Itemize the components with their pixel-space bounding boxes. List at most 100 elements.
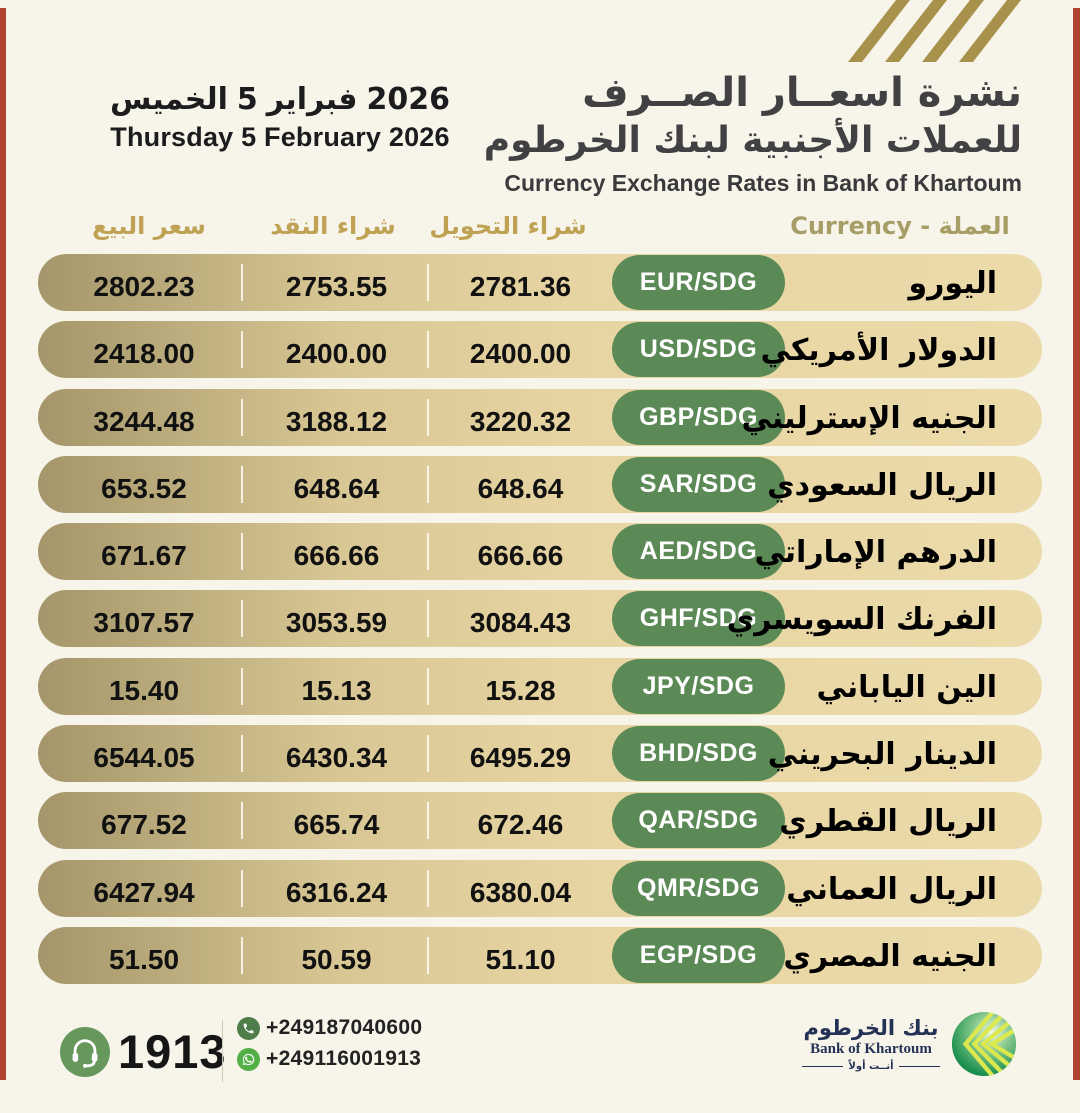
cash-buy-value: 665.74 [293,809,380,841]
column-divider [427,735,429,773]
support-number: 1913 [118,1025,227,1078]
left-red-strip [0,8,6,1080]
title-block: نشرة اسعــار الصــرف للعملات الأجنبية لب… [422,70,1022,197]
date-block: الخميس 5 فبراير 2026 Thursday 5 February… [60,82,500,153]
column-divider [241,667,243,705]
table-row: 51.50 50.59 51.10 EGP/SDG الجنيه المصري [38,926,1042,984]
column-divider [427,936,429,974]
phone-number: +249187040600 [266,1016,423,1039]
phone-icon [237,1016,260,1040]
date-arabic-weekday: الخميس [109,82,228,117]
cash-buy-value: 666.66 [293,540,380,572]
column-divider [427,600,429,638]
cash-buy-value: 648.64 [293,472,380,504]
currency-name-arabic: الدولار الأمريكي [760,333,998,369]
transfer-buy-value: 648.64 [477,472,564,504]
whatsapp-icon [237,1047,260,1071]
date-english: Thursday 5 February 2026 [110,122,450,152]
currency-code-badge: SAR/SDG [612,456,785,512]
column-divider [241,533,243,571]
sell-price-value: 671.67 [101,540,187,572]
currency-name-arabic: الريال القطري [779,804,997,840]
table-row: 2418.00 2400.00 2400.00 USD/SDG الدولار … [38,321,1042,379]
cash-buy-value: 3188.12 [285,405,388,437]
currency-code-badge: BHD/SDG [612,726,785,782]
transfer-buy-value: 15.28 [485,674,556,706]
transfer-buy-value: 3084.43 [469,607,572,639]
currency-name-arabic: الريال العماني [786,871,997,907]
transfer-buy-value: 51.10 [485,943,556,975]
column-divider [241,600,243,638]
currency-code-badge: USD/SDG [612,322,785,378]
currency-name-arabic: الريال السعودي [767,467,997,503]
rates-table-body: 2802.23 2753.55 2781.36 EUR/SDG اليورو 2… [38,254,1042,994]
bank-tagline: أنــت أولاً [802,1061,940,1072]
column-divider [241,398,243,436]
column-divider [241,264,243,301]
column-divider [427,331,429,369]
table-row: 2802.23 2753.55 2781.36 EUR/SDG اليورو [38,254,1042,311]
table-row: 6544.05 6430.34 6495.29 BHD/SDG الدينار … [38,725,1042,783]
currency-code-badge: QMR/SDG [612,860,785,916]
cash-buy-value: 2753.55 [285,271,388,302]
transfer-buy-value: 2400.00 [469,338,572,370]
currency-code-badge: GHF/SDG [612,591,785,647]
bank-name-english: Bank of Khartoum [810,1041,932,1057]
cash-buy-value: 3053.59 [285,607,388,639]
currency-name-arabic: الدينار البحريني [767,737,997,773]
whatsapp-number: +249116001913 [266,1047,422,1070]
footer-divider [222,1020,223,1082]
sell-price-value: 3244.48 [93,405,195,437]
cash-buy-value: 6316.24 [285,876,388,908]
bank-globe-icon [951,1011,1017,1077]
currency-name-arabic: الين الياباني [816,669,997,705]
table-row: 3244.48 3188.12 3220.32 GBP/SDG الجنيه ا… [38,388,1042,446]
cash-buy-value: 15.13 [301,674,372,706]
sell-price-value: 677.52 [101,809,187,841]
sell-price-value: 653.52 [101,472,187,504]
tagline-rule-left [802,1066,844,1067]
col-header-cash-buy: شراء النقد [270,212,396,240]
column-divider [427,869,429,907]
date-arabic: الخميس 5 فبراير 2026 [60,82,500,117]
currency-name-arabic: الدرهم الإماراتي [754,535,997,571]
col-header-transfer-buy: شراء التحويل [429,212,587,240]
currency-code-badge: GBP/SDG [612,389,785,445]
table-row: 6427.94 6316.24 6380.04 QMR/SDG الريال ا… [38,859,1042,917]
currency-code-badge: QAR/SDG [612,793,785,849]
currency-name-arabic: اليورو [908,266,997,301]
column-divider [427,802,429,840]
column-divider [241,465,243,503]
tagline-rule-right [898,1066,940,1067]
sell-price-value: 3107.57 [93,607,195,639]
date-arabic-month: فبراير [266,82,358,117]
column-divider [427,465,429,503]
table-row: 653.52 648.64 648.64 SAR/SDG الريال السع… [38,455,1042,513]
support-line: 1913 [60,1024,227,1079]
phone-line: +249187040600 [237,1016,422,1040]
bank-name-arabic: بنك الخرطوم [803,1016,939,1040]
column-divider [241,869,243,907]
cash-buy-value: 2400.00 [285,338,388,370]
transfer-buy-value: 3220.32 [469,405,572,437]
transfer-buy-value: 672.46 [477,809,564,841]
currency-code-badge: JPY/SDG [612,658,785,714]
sell-price-value: 2802.23 [93,271,195,302]
column-divider [241,802,243,840]
title-arabic-line2: للعملات الأجنبية لبنك الخرطوم [483,120,1022,161]
sell-price-value: 6427.94 [93,876,195,908]
cash-buy-value: 6430.34 [285,742,388,774]
currency-code-badge: EGP/SDG [612,927,785,983]
table-row: 3107.57 3053.59 3084.43 GHF/SDG الفرنك ا… [38,590,1042,648]
column-divider [241,331,243,369]
bank-logo: بنك الخرطوم Bank of Khartoum أنــت أولاً [802,1010,1018,1078]
table-row: 15.40 15.13 15.28 JPY/SDG الين الياباني [38,657,1042,715]
sell-price-value: 51.50 [108,943,180,975]
currency-name-arabic: الجنيه الإسترليني [741,400,997,436]
brand-stripes-icon [848,0,1021,62]
cash-buy-value: 50.59 [301,943,372,975]
date-arabic-year: 2026 [366,82,451,117]
sell-price-value: 6544.05 [93,742,195,774]
bank-tagline-text: أنــت أولاً [848,1061,894,1072]
